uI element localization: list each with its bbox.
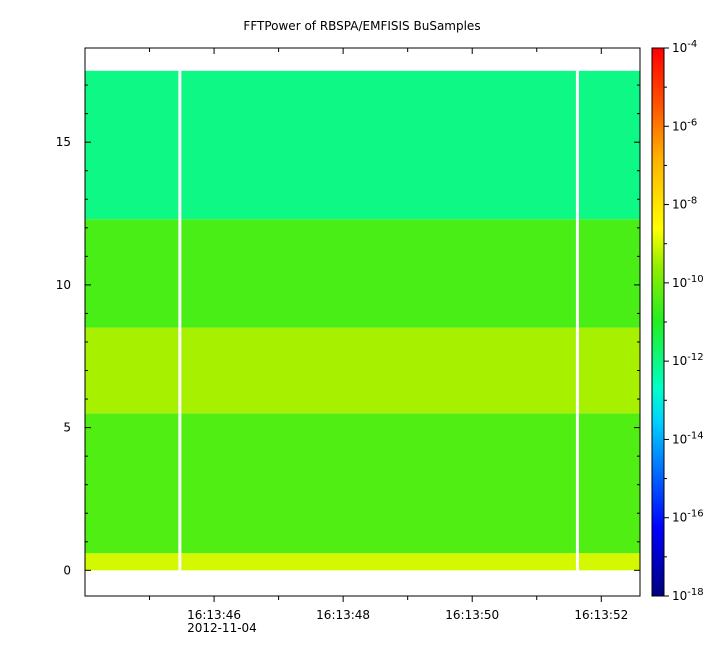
y-tick-label: 10 bbox=[56, 278, 71, 292]
colorbar-gradient bbox=[651, 47, 665, 597]
spectrogram-band bbox=[85, 553, 640, 571]
colorbar-tick-label: 10-14 bbox=[672, 430, 704, 446]
spectrogram-band bbox=[85, 219, 640, 328]
colorbar-ticks: 10-18 10-16 10-14 10-12 10-10 10-8 10-6 10-4 bbox=[664, 39, 704, 603]
y-tick-label: 5 bbox=[63, 421, 71, 435]
spectrogram-band bbox=[85, 70, 640, 220]
x-tick-label: 16:13:46 bbox=[187, 608, 241, 622]
colorbar-tick-label: 10-16 bbox=[672, 509, 704, 525]
colorbar-tick-label: 10-10 bbox=[672, 274, 704, 290]
chart-title: FFTPower of RBSPA/EMFISIS BuSamples bbox=[243, 19, 480, 33]
spectrogram-band bbox=[85, 327, 640, 414]
colorbar-tick-label: 10-6 bbox=[672, 117, 697, 133]
spectrogram-band bbox=[85, 413, 640, 554]
colorbar-tick-label: 10-4 bbox=[672, 39, 697, 55]
colorbar-tick-label: 10-8 bbox=[672, 196, 697, 212]
colorbar: 10-18 10-16 10-14 10-12 10-10 10-8 10-6 10-4 bbox=[651, 39, 704, 603]
spectrogram-heatmap bbox=[85, 70, 640, 571]
plot-frame bbox=[84, 47, 641, 597]
data-gap bbox=[178, 70, 182, 571]
x-tick-label: 16:13:48 bbox=[316, 608, 370, 622]
y-tick-label: 15 bbox=[56, 135, 71, 149]
x-date-label: 2012-11-04 bbox=[187, 621, 257, 635]
colorbar-tick-label: 10-18 bbox=[672, 587, 704, 603]
y-tick-label: 0 bbox=[63, 563, 71, 577]
data-gaps bbox=[178, 70, 579, 571]
colorbar-tick-label: 10-12 bbox=[672, 352, 704, 368]
x-tick-label: 16:13:52 bbox=[574, 608, 628, 622]
y-axis: 0 5 10 15 bbox=[56, 84, 640, 577]
data-gap bbox=[575, 70, 579, 571]
x-tick-label: 16:13:50 bbox=[445, 608, 499, 622]
